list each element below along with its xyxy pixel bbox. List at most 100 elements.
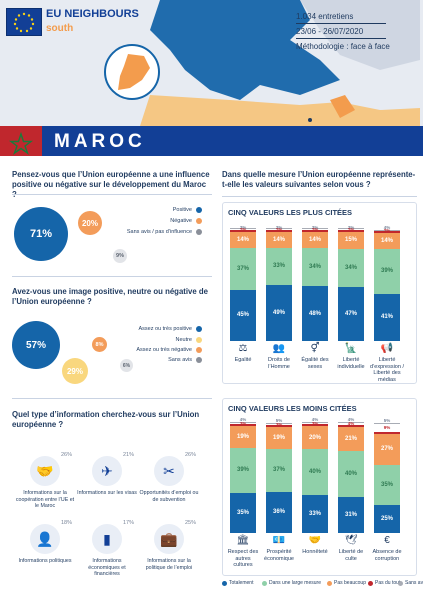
- value-category-label: Droits de l’Homme: [267, 357, 290, 370]
- bar-segment: 3%: [266, 225, 292, 230]
- q1-legend-noopinion: Sans avis / pas d’influence: [126, 229, 192, 235]
- bar-segment: 4%: [302, 417, 328, 423]
- country-title-bar: [0, 126, 423, 156]
- q3-question: Quel type d’information cherchez-vous su…: [12, 410, 200, 429]
- info-label: Informations sur la coopération entre l’…: [15, 490, 75, 509]
- bar-segment: 9%: [374, 423, 400, 434]
- divider: [12, 398, 212, 399]
- bar-segment: 2%: [374, 228, 400, 233]
- bar-segment: 14%: [230, 231, 256, 248]
- politician-icon: 👤: [30, 524, 60, 554]
- value-category-label: Liberté individuelle: [337, 357, 365, 370]
- map-illustration: [0, 0, 423, 126]
- info-label: Informations sur les visas: [77, 490, 137, 496]
- legend-label: Totalement: [229, 580, 254, 586]
- info-percent: 21%: [123, 452, 135, 458]
- value-icon: 👥: [272, 343, 286, 354]
- bar-segment: 4%: [338, 421, 364, 428]
- bar-segment: 33%: [302, 495, 328, 533]
- value-category-label: Liberté d’expression / Liberté des média…: [370, 357, 404, 383]
- bar-segment: 35%: [374, 464, 400, 505]
- q2-legend-dot: [196, 337, 202, 343]
- q1-question: Pensez-vous que l’Union européenne a une…: [12, 170, 210, 199]
- meta-interviews: 1.034 entretiens: [296, 12, 354, 21]
- bar-segment: 37%: [230, 247, 256, 290]
- divider: [12, 194, 212, 195]
- bar-segment: 4%: [374, 225, 400, 231]
- bar-segment: 31%: [338, 497, 364, 533]
- maroc-highlight-circle: [104, 44, 160, 100]
- bar-segment: 20%: [302, 426, 328, 450]
- meta-divider: [296, 23, 386, 24]
- header-map-area: [0, 0, 423, 126]
- bar-segment: 34%: [338, 248, 364, 288]
- legend-dot: [398, 581, 403, 586]
- divider: [222, 196, 417, 197]
- bottom-values-title: CINQ VALEURS LES MOINS CITÉES: [228, 404, 357, 413]
- brand-subtitle: south: [46, 23, 74, 34]
- bar-segment: 5%: [266, 418, 292, 424]
- info-percent: 17%: [123, 520, 135, 526]
- bar-segment: 39%: [230, 447, 256, 493]
- q2-legend-dot: [196, 347, 202, 353]
- bar-segment: 40%: [302, 449, 328, 496]
- legend-label: Sans avis: [405, 580, 423, 586]
- bar-segment: 34%: [302, 247, 328, 287]
- value-category-label: Prospérité économique: [264, 549, 294, 562]
- info-label: Opportunités d’emploi ou de subvention: [139, 490, 199, 503]
- bar-segment: 27%: [374, 433, 400, 465]
- divider: [12, 276, 212, 277]
- legend-label: Dans une large mesure: [269, 580, 321, 586]
- value-icon: ⚖: [238, 343, 248, 354]
- info-label: Informations sur la politique de l’emplo…: [145, 558, 193, 571]
- eu-flag-logo: [6, 8, 42, 36]
- value-icon: 🕊: [344, 535, 358, 546]
- bar-segment: 14%: [374, 232, 400, 249]
- bar-segment: 39%: [374, 249, 400, 294]
- bottom-values-panel: [222, 398, 417, 576]
- q1-bubble-noopinion: 9%: [113, 249, 127, 263]
- bar-segment: 14%: [266, 231, 292, 248]
- bar-segment: 5%: [374, 418, 400, 424]
- legend-dot: [368, 581, 373, 586]
- bar-segment: 15%: [338, 231, 364, 249]
- employment-icon: 💼: [154, 524, 184, 554]
- q2-legend-negative: Assez ou très négative: [136, 347, 192, 353]
- bar-segment: 48%: [302, 286, 328, 341]
- legend-dot: [327, 581, 332, 586]
- bar-segment: 35%: [230, 492, 256, 533]
- info-percent: 26%: [185, 452, 197, 458]
- legend-label: Pas du tout: [375, 580, 401, 586]
- bar-segment: 33%: [266, 247, 292, 286]
- bar-segment: 3%: [266, 422, 292, 428]
- meta-divider: [296, 38, 386, 39]
- info-percent: 26%: [61, 452, 73, 458]
- bar-segment: 3%: [230, 225, 256, 230]
- q2-legend-positive: Assez ou très positive: [138, 326, 193, 332]
- bar-segment: 49%: [266, 285, 292, 341]
- q2-legend-noopinion: Sans avis: [168, 357, 192, 363]
- meta-method: Méthodologie : face à face: [296, 42, 390, 51]
- value-icon: €: [384, 535, 390, 546]
- maroc-flag: [0, 126, 42, 156]
- airplane-icon: ✈: [92, 456, 122, 486]
- country-title: MAROC: [54, 131, 146, 152]
- top-values-title: CINQ VALEURS LES PLUS CITÉES: [228, 208, 353, 217]
- q1-legend-dot: [196, 207, 202, 213]
- value-icon: 📢: [380, 343, 394, 354]
- q2-bubble-positive: 57%: [12, 321, 60, 369]
- q1-bubble-positive: 71%: [14, 207, 68, 261]
- tools-icon: ✂: [154, 456, 184, 486]
- value-category-label: Égalité des sexes: [301, 357, 329, 370]
- bar-segment: 19%: [230, 426, 256, 448]
- bar-segment: 19%: [266, 427, 292, 450]
- value-category-label: Honnêteté: [302, 549, 328, 555]
- q1-bubble-negative: 20%: [78, 211, 102, 235]
- bar-segment: 36%: [266, 491, 292, 533]
- q1-legend-positive: Positive: [172, 207, 192, 213]
- bar-segment: 25%: [374, 504, 400, 533]
- q2-bubble-neutral: 29%: [62, 358, 88, 384]
- q2-bubble-noopinion: 6%: [120, 359, 133, 372]
- value-category-label: Egalité: [234, 357, 252, 363]
- bar-segment: 37%: [266, 449, 292, 492]
